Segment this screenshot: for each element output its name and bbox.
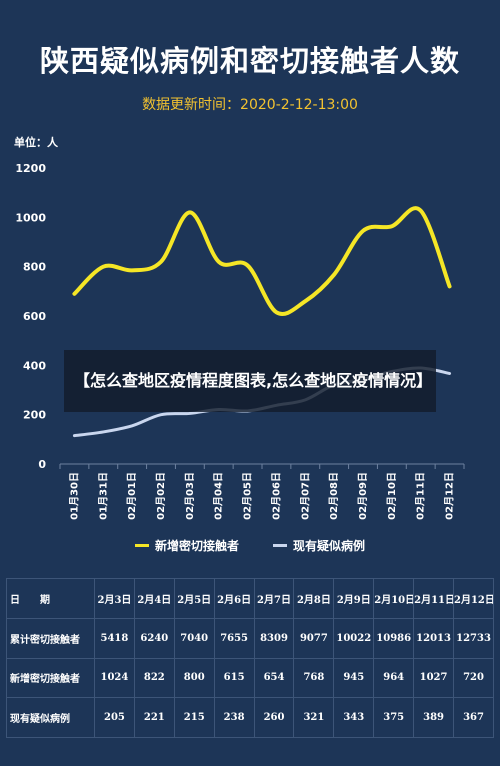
data-table: 日 期 2月3日 2月4日 2月5日 2月6日 2月7日 2月8日 2月9日 2月10日 2月11… bbox=[6, 578, 494, 738]
y-tick-label: 1000 bbox=[15, 211, 46, 224]
legend-swatch-suspected bbox=[273, 544, 287, 547]
table-header-cell: 2月5日 bbox=[173, 578, 215, 619]
x-tick-label: 02月02日 bbox=[155, 472, 167, 520]
table-cell: 1024 bbox=[94, 657, 135, 699]
table-header-cell: 2月12日 bbox=[453, 578, 494, 619]
legend-label: 新增密切接触者 bbox=[154, 539, 239, 553]
x-tick-label: 02月06日 bbox=[270, 472, 282, 520]
table-cell: 800 bbox=[173, 657, 215, 699]
table-cell: 7040 bbox=[173, 617, 215, 659]
table-header-row: 日 期 2月3日 2月4日 2月5日 2月6日 2月7日 2月8日 2月9日 2月10日 2月11… bbox=[6, 578, 494, 619]
table-cell: 945 bbox=[333, 657, 375, 699]
table-header-cell: 2月3日 bbox=[94, 578, 135, 619]
table-cell: 5418 bbox=[94, 617, 135, 659]
table-cell: 389 bbox=[413, 697, 455, 738]
table-row: 累计密切接触者 5418 6240 7040 7655 8309 9077 10022 1098… bbox=[6, 617, 494, 659]
chart-legend: 新增密切接触者 现有疑似病例 bbox=[0, 537, 500, 554]
table-header-cell: 2月9日 bbox=[333, 578, 375, 619]
legend-item-new-contacts: 新增密切接触者 bbox=[134, 537, 239, 554]
table-cell: 6240 bbox=[133, 617, 175, 659]
x-tick-label: 02月12日 bbox=[444, 472, 456, 520]
table-cell: 964 bbox=[373, 657, 415, 699]
legend-item-suspected: 现有疑似病例 bbox=[273, 537, 365, 554]
x-tick-label: 02月04日 bbox=[213, 472, 225, 520]
table-cell: 8309 bbox=[253, 617, 295, 659]
page-title: 陕西疑似病例和密切接触者人数 bbox=[39, 44, 460, 78]
table-header-cell: 2月10日 bbox=[373, 578, 415, 619]
update-time: 数据更新时间：2020-2-12-13:00 bbox=[142, 97, 358, 113]
table-cell: 720 bbox=[453, 657, 494, 699]
table-cell: 343 bbox=[333, 697, 375, 738]
y-tick-label: 0 bbox=[38, 458, 46, 471]
table-header-cell: 2月7日 bbox=[253, 578, 295, 619]
table-header-cell: 2月11日 bbox=[413, 578, 455, 619]
x-tick-label: 01月31日 bbox=[97, 472, 109, 520]
table-cell: 12733 bbox=[453, 617, 494, 659]
overlay-banner: 【怎么查地区疫情程度图表,怎么查地区疫情情况】 bbox=[64, 350, 436, 412]
table-cell: 7655 bbox=[213, 617, 255, 659]
table-header-cell: 2月4日 bbox=[133, 578, 175, 619]
table-cell: 768 bbox=[293, 657, 335, 699]
legend-swatch-new-contacts bbox=[134, 544, 149, 547]
table-row-label: 新增密切接触者 bbox=[6, 657, 95, 699]
y-tick-label: 1200 bbox=[15, 162, 46, 175]
table-cell: 1027 bbox=[413, 657, 455, 699]
table-cell: 367 bbox=[453, 697, 494, 738]
table-cell: 654 bbox=[253, 657, 295, 699]
x-tick-label: 02月10日 bbox=[386, 472, 398, 520]
table-cell: 321 bbox=[293, 697, 335, 738]
table-cell: 822 bbox=[133, 657, 175, 699]
x-tick-label: 02月01日 bbox=[126, 472, 138, 520]
x-tick-label: 02月08日 bbox=[328, 472, 340, 520]
y-tick-label: 800 bbox=[23, 261, 46, 274]
table-cell: 260 bbox=[253, 697, 295, 738]
table-header-label: 日 期 bbox=[6, 578, 95, 619]
table-header-cell: 2月8日 bbox=[293, 578, 335, 619]
x-tick-label: 02月09日 bbox=[357, 472, 369, 520]
x-tick-label: 02月11日 bbox=[415, 472, 427, 520]
line-chart: 0 200 400 600 800 1000 1200 01月30日 01月31日 02月01日 0… bbox=[15, 162, 465, 520]
table-cell: 215 bbox=[173, 697, 215, 738]
x-tick-label: 01月30日 bbox=[68, 472, 80, 520]
x-tick-label: 02月07日 bbox=[299, 472, 311, 520]
table-cell: 238 bbox=[213, 697, 255, 738]
table-cell: 9077 bbox=[293, 617, 335, 659]
table-cell: 12013 bbox=[413, 617, 455, 659]
table-cell: 10022 bbox=[333, 617, 375, 659]
x-tick-label: 02月05日 bbox=[242, 472, 254, 520]
table-cell: 615 bbox=[213, 657, 255, 699]
unit-label: 单位：人 bbox=[14, 136, 58, 149]
table-cell: 10986 bbox=[373, 617, 415, 659]
table-row: 现有疑似病例 205 221 215 238 260 321 343 375 389 367 bbox=[6, 697, 494, 738]
table-row: 新增密切接触者 1024 822 800 615 654 768 945 964 1027 720 bbox=[6, 657, 494, 699]
y-tick-label: 600 bbox=[23, 310, 46, 323]
table-row-label: 累计密切接触者 bbox=[6, 617, 95, 659]
table-cell: 205 bbox=[94, 697, 135, 738]
y-tick-label: 400 bbox=[23, 359, 46, 372]
x-tick-label: 02月03日 bbox=[184, 472, 196, 520]
table-header-cell: 2月6日 bbox=[213, 578, 255, 619]
table-cell: 221 bbox=[133, 697, 175, 738]
y-tick-label: 200 bbox=[23, 409, 46, 422]
legend-label: 现有疑似病例 bbox=[293, 539, 366, 553]
table-cell: 375 bbox=[373, 697, 415, 738]
table-row-label: 现有疑似病例 bbox=[6, 697, 95, 738]
series-line-new-contacts bbox=[72, 206, 452, 316]
